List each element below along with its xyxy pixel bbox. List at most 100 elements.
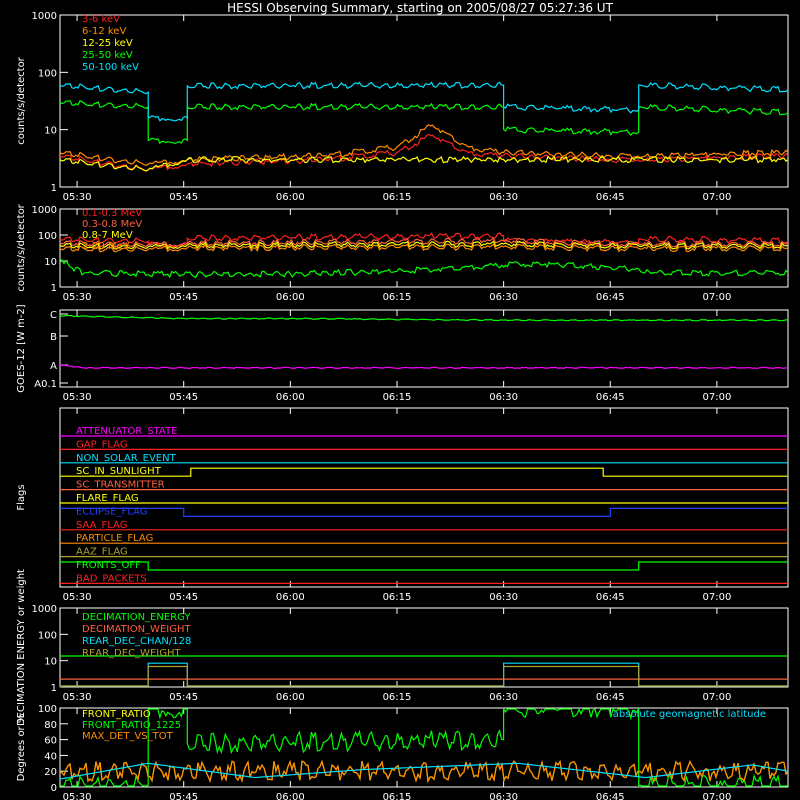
x-tick-label: 06:15 bbox=[383, 592, 412, 603]
flag-line bbox=[60, 507, 788, 517]
x-tick-label: 05:45 bbox=[169, 192, 198, 203]
x-tick-label: 05:30 bbox=[63, 792, 92, 800]
legend-entry: FRONT_RATIO_1225 bbox=[82, 720, 181, 731]
x-tick-label: 05:45 bbox=[169, 792, 198, 800]
panel-frame-2 bbox=[59, 309, 789, 388]
x-tick-label: 06:45 bbox=[596, 192, 625, 203]
legend-entry: 12-25 keV bbox=[82, 38, 133, 49]
y-tick-label: 100 bbox=[38, 68, 57, 79]
y-tick-label: 10 bbox=[44, 126, 57, 137]
panel-frame-0 bbox=[59, 14, 789, 188]
x-tick-label: 06:45 bbox=[596, 692, 625, 703]
y-tick-label: 60 bbox=[44, 736, 57, 747]
series-line-0-0 bbox=[59, 133, 789, 172]
x-tick-label: 06:15 bbox=[383, 292, 412, 303]
y-tick-label: 1 bbox=[51, 183, 57, 194]
x-tick-label: 05:30 bbox=[63, 192, 92, 203]
flag-label: FRONTS_OFF bbox=[76, 560, 141, 571]
x-tick-label: 06:30 bbox=[489, 192, 518, 203]
y-tick-label: 1 bbox=[51, 683, 57, 694]
y-axis-label: DECIMATION ENERGY or weight bbox=[16, 569, 27, 726]
series-line-1-3 bbox=[59, 243, 789, 253]
flag-label: BAD_PACKETS bbox=[76, 573, 147, 584]
x-tick-label: 06:15 bbox=[383, 392, 412, 403]
legend-entry: 0.3-0.8 MeV bbox=[82, 219, 142, 230]
x-tick-label: 06:00 bbox=[276, 692, 305, 703]
y-tick-label: A0.1 bbox=[34, 379, 57, 390]
panel-frame-3 bbox=[59, 407, 789, 588]
y-tick-label: 20 bbox=[44, 767, 57, 778]
x-tick-label: 06:00 bbox=[276, 392, 305, 403]
x-tick-label: 07:00 bbox=[702, 292, 731, 303]
x-tick-label: 05:30 bbox=[63, 292, 92, 303]
x-tick-label: 06:45 bbox=[596, 792, 625, 800]
x-tick-label: 07:00 bbox=[702, 592, 731, 603]
x-tick-label: 07:00 bbox=[702, 692, 731, 703]
legend-entry: 6-12 keV bbox=[82, 26, 126, 37]
series-line-0-3 bbox=[59, 100, 789, 145]
x-tick-label: 06:00 bbox=[276, 792, 305, 800]
series-line-4-3 bbox=[59, 665, 788, 688]
y-tick-label: 1000 bbox=[32, 11, 57, 22]
flag-label: NON_SOLAR_EVENT bbox=[76, 453, 177, 464]
x-tick-label: 05:45 bbox=[169, 292, 198, 303]
x-tick-label: 06:30 bbox=[489, 292, 518, 303]
x-tick-label: 05:30 bbox=[63, 592, 92, 603]
x-tick-label: 06:30 bbox=[489, 592, 518, 603]
x-tick-label: 07:00 bbox=[702, 792, 731, 800]
series-line-1-4 bbox=[59, 258, 789, 279]
legend-entry: 25-50 keV bbox=[82, 50, 133, 61]
series-line-1-2 bbox=[59, 240, 789, 250]
y-tick-label: 1000 bbox=[32, 604, 57, 615]
x-tick-label: 06:30 bbox=[489, 692, 518, 703]
chart-title: HESSI Observing Summary, starting on 200… bbox=[227, 1, 613, 15]
flag-label: PARTICLE_FLAG bbox=[76, 533, 153, 544]
series-line-1-1 bbox=[59, 237, 789, 248]
x-tick-label: 07:00 bbox=[702, 392, 731, 403]
x-tick-label: 05:45 bbox=[169, 392, 198, 403]
x-tick-label: 06:15 bbox=[383, 692, 412, 703]
y-tick-label: 0 bbox=[51, 783, 57, 794]
flag-line bbox=[60, 467, 788, 477]
flag-label: GAP_FLAG bbox=[76, 439, 128, 450]
y-tick-label: 10 bbox=[44, 657, 57, 668]
y-tick-label: 100 bbox=[38, 630, 57, 641]
y-tick-label: 10 bbox=[44, 257, 57, 268]
legend-entry: 3-6 keV bbox=[82, 14, 120, 25]
x-tick-label: 06:30 bbox=[489, 792, 518, 800]
y-tick-label: C bbox=[50, 310, 57, 321]
legend-entry: DECIMATION_ENERGY bbox=[82, 612, 191, 623]
legend-entry: FRONT_RATIO bbox=[82, 709, 151, 720]
x-tick-label: 07:00 bbox=[702, 192, 731, 203]
goes-line-1 bbox=[59, 364, 789, 370]
flag-label: SC_TRANSMITTER bbox=[76, 480, 165, 491]
y-axis-label: Flags bbox=[16, 484, 27, 510]
y-axis-label: Degrees or % bbox=[16, 714, 27, 782]
x-tick-label: 06:00 bbox=[276, 292, 305, 303]
legend-entry: absolute geomagnetic latitude bbox=[613, 709, 766, 720]
y-tick-label: 1 bbox=[51, 283, 57, 294]
legend-entry: MAX_DET_VS_TOT bbox=[82, 731, 174, 742]
x-tick-label: 05:45 bbox=[169, 692, 198, 703]
panel-frame-4 bbox=[59, 607, 789, 688]
legend-entry: 2-20 MeV bbox=[82, 241, 130, 252]
series-line-0-4 bbox=[59, 81, 789, 122]
flag-line bbox=[60, 561, 788, 571]
x-tick-label: 05:30 bbox=[63, 692, 92, 703]
y-tick-label: 100 bbox=[38, 704, 57, 715]
x-tick-label: 06:45 bbox=[596, 592, 625, 603]
x-tick-label: 05:30 bbox=[63, 392, 92, 403]
x-tick-label: 06:15 bbox=[383, 792, 412, 800]
y-tick-label: B bbox=[50, 332, 57, 343]
x-tick-label: 06:15 bbox=[383, 192, 412, 203]
y-axis-label: GOES-12 [W m-2] bbox=[16, 304, 27, 392]
flag-label: FLARE_FLAG bbox=[76, 493, 139, 504]
ratio-line-2 bbox=[59, 759, 789, 784]
goes-line-0 bbox=[59, 314, 789, 322]
y-tick-label: A bbox=[50, 361, 57, 372]
legend-entry: REAR_DEC_CHAN/128 bbox=[82, 636, 191, 647]
x-tick-label: 06:45 bbox=[596, 392, 625, 403]
legend-entry: REAR_DEC_WEIGHT bbox=[82, 648, 181, 659]
y-axis-label: counts/s/detector bbox=[16, 56, 27, 144]
